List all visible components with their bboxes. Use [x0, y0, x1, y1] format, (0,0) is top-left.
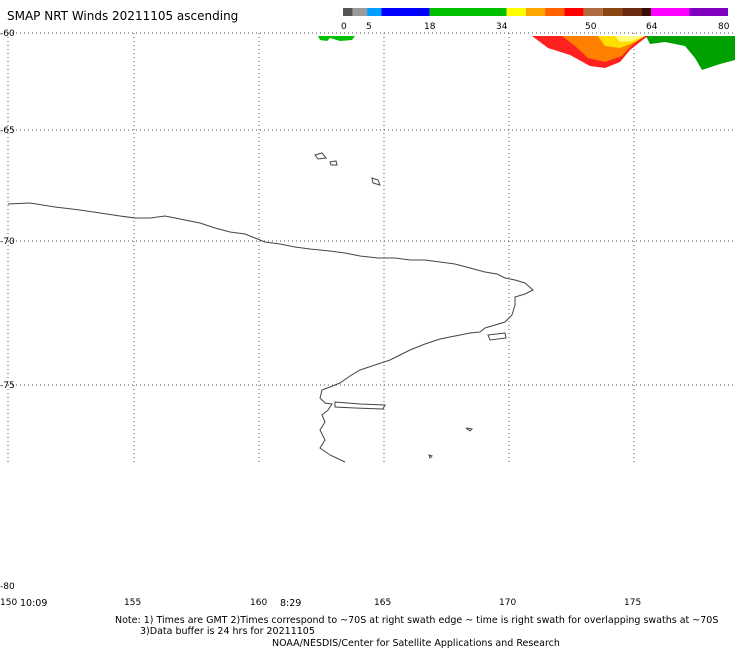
coastline [7, 152, 534, 463]
colorbar-segment-1 [352, 8, 368, 16]
colorbar-segment-10 [602, 8, 623, 16]
note-line-2: 3)Data buffer is 24 hrs for 20211105 [140, 626, 315, 637]
lon-label-175: 175 [624, 598, 641, 608]
wind-swaths [318, 36, 735, 70]
map-title: SMAP NRT Winds 20211105 ascending [7, 9, 239, 23]
colorbar-segment-13 [651, 8, 690, 16]
island-3 [371, 177, 381, 186]
lon-label-150: 150 [0, 598, 17, 608]
colorbar-tick-50: 50 [585, 22, 597, 32]
colorbar-segment-12 [641, 8, 651, 16]
lon-labels: 150 155 160 165 170 175 [0, 598, 641, 608]
colorbar-segment-0 [343, 8, 353, 16]
colorbar [343, 8, 728, 16]
lon-label-165: 165 [374, 598, 391, 608]
note-line-3: NOAA/NESDIS/Center for Satellite Applica… [272, 638, 560, 649]
colorbar-tick-64: 64 [646, 22, 658, 32]
colorbar-tick-80: 80 [718, 22, 730, 32]
colorbar-segment-6 [525, 8, 546, 16]
lat-label-65: -65 [0, 126, 15, 136]
wind-swath-right-green [646, 36, 735, 70]
colorbar-tick-5: 5 [366, 22, 372, 32]
colorbar-segment-9 [583, 8, 603, 16]
colorbar-segment-2 [367, 8, 382, 16]
coast-inlet-2 [487, 332, 507, 341]
swath-time-mid: 8:29 [280, 598, 302, 609]
colorbar-segment-3 [381, 8, 430, 16]
ross-ice-shelf-coast [7, 202, 534, 463]
colorbar-segment-11 [622, 8, 642, 16]
lon-label-160: 160 [250, 598, 267, 608]
note-line-1: Note: 1) Times are GMT 2)Times correspon… [115, 615, 719, 626]
lat-labels: -60 -65 -70 -75 -80 [0, 29, 15, 592]
island-1 [314, 152, 327, 160]
lat-label-70: -70 [0, 237, 15, 247]
island-2 [329, 160, 338, 166]
wind-swath-left [318, 36, 355, 41]
colorbar-tick-18: 18 [424, 22, 436, 32]
swath-time-left: 10:09 [20, 598, 48, 609]
lat-lon-grid [7, 32, 735, 464]
colorbar-tick-labels: 0 5 18 34 50 64 80 [341, 22, 730, 32]
lon-label-170: 170 [499, 598, 516, 608]
lat-label-80: -80 [0, 582, 15, 592]
colorbar-segment-7 [545, 8, 565, 16]
coast-inlet-1 [334, 401, 386, 410]
lon-label-155: 155 [124, 598, 141, 608]
lat-label-75: -75 [0, 381, 15, 391]
wind-swath-right-lightyellow [615, 36, 645, 42]
colorbar-tick-0: 0 [341, 22, 347, 32]
colorbar-segment-5 [506, 8, 526, 16]
colorbar-segment-4 [429, 8, 507, 16]
lat-label-60: -60 [0, 29, 15, 39]
colorbar-segment-8 [564, 8, 584, 16]
colorbar-tick-34: 34 [496, 22, 508, 32]
colorbar-segment-14 [689, 8, 728, 16]
island-4 [465, 427, 474, 432]
island-5 [428, 454, 433, 459]
